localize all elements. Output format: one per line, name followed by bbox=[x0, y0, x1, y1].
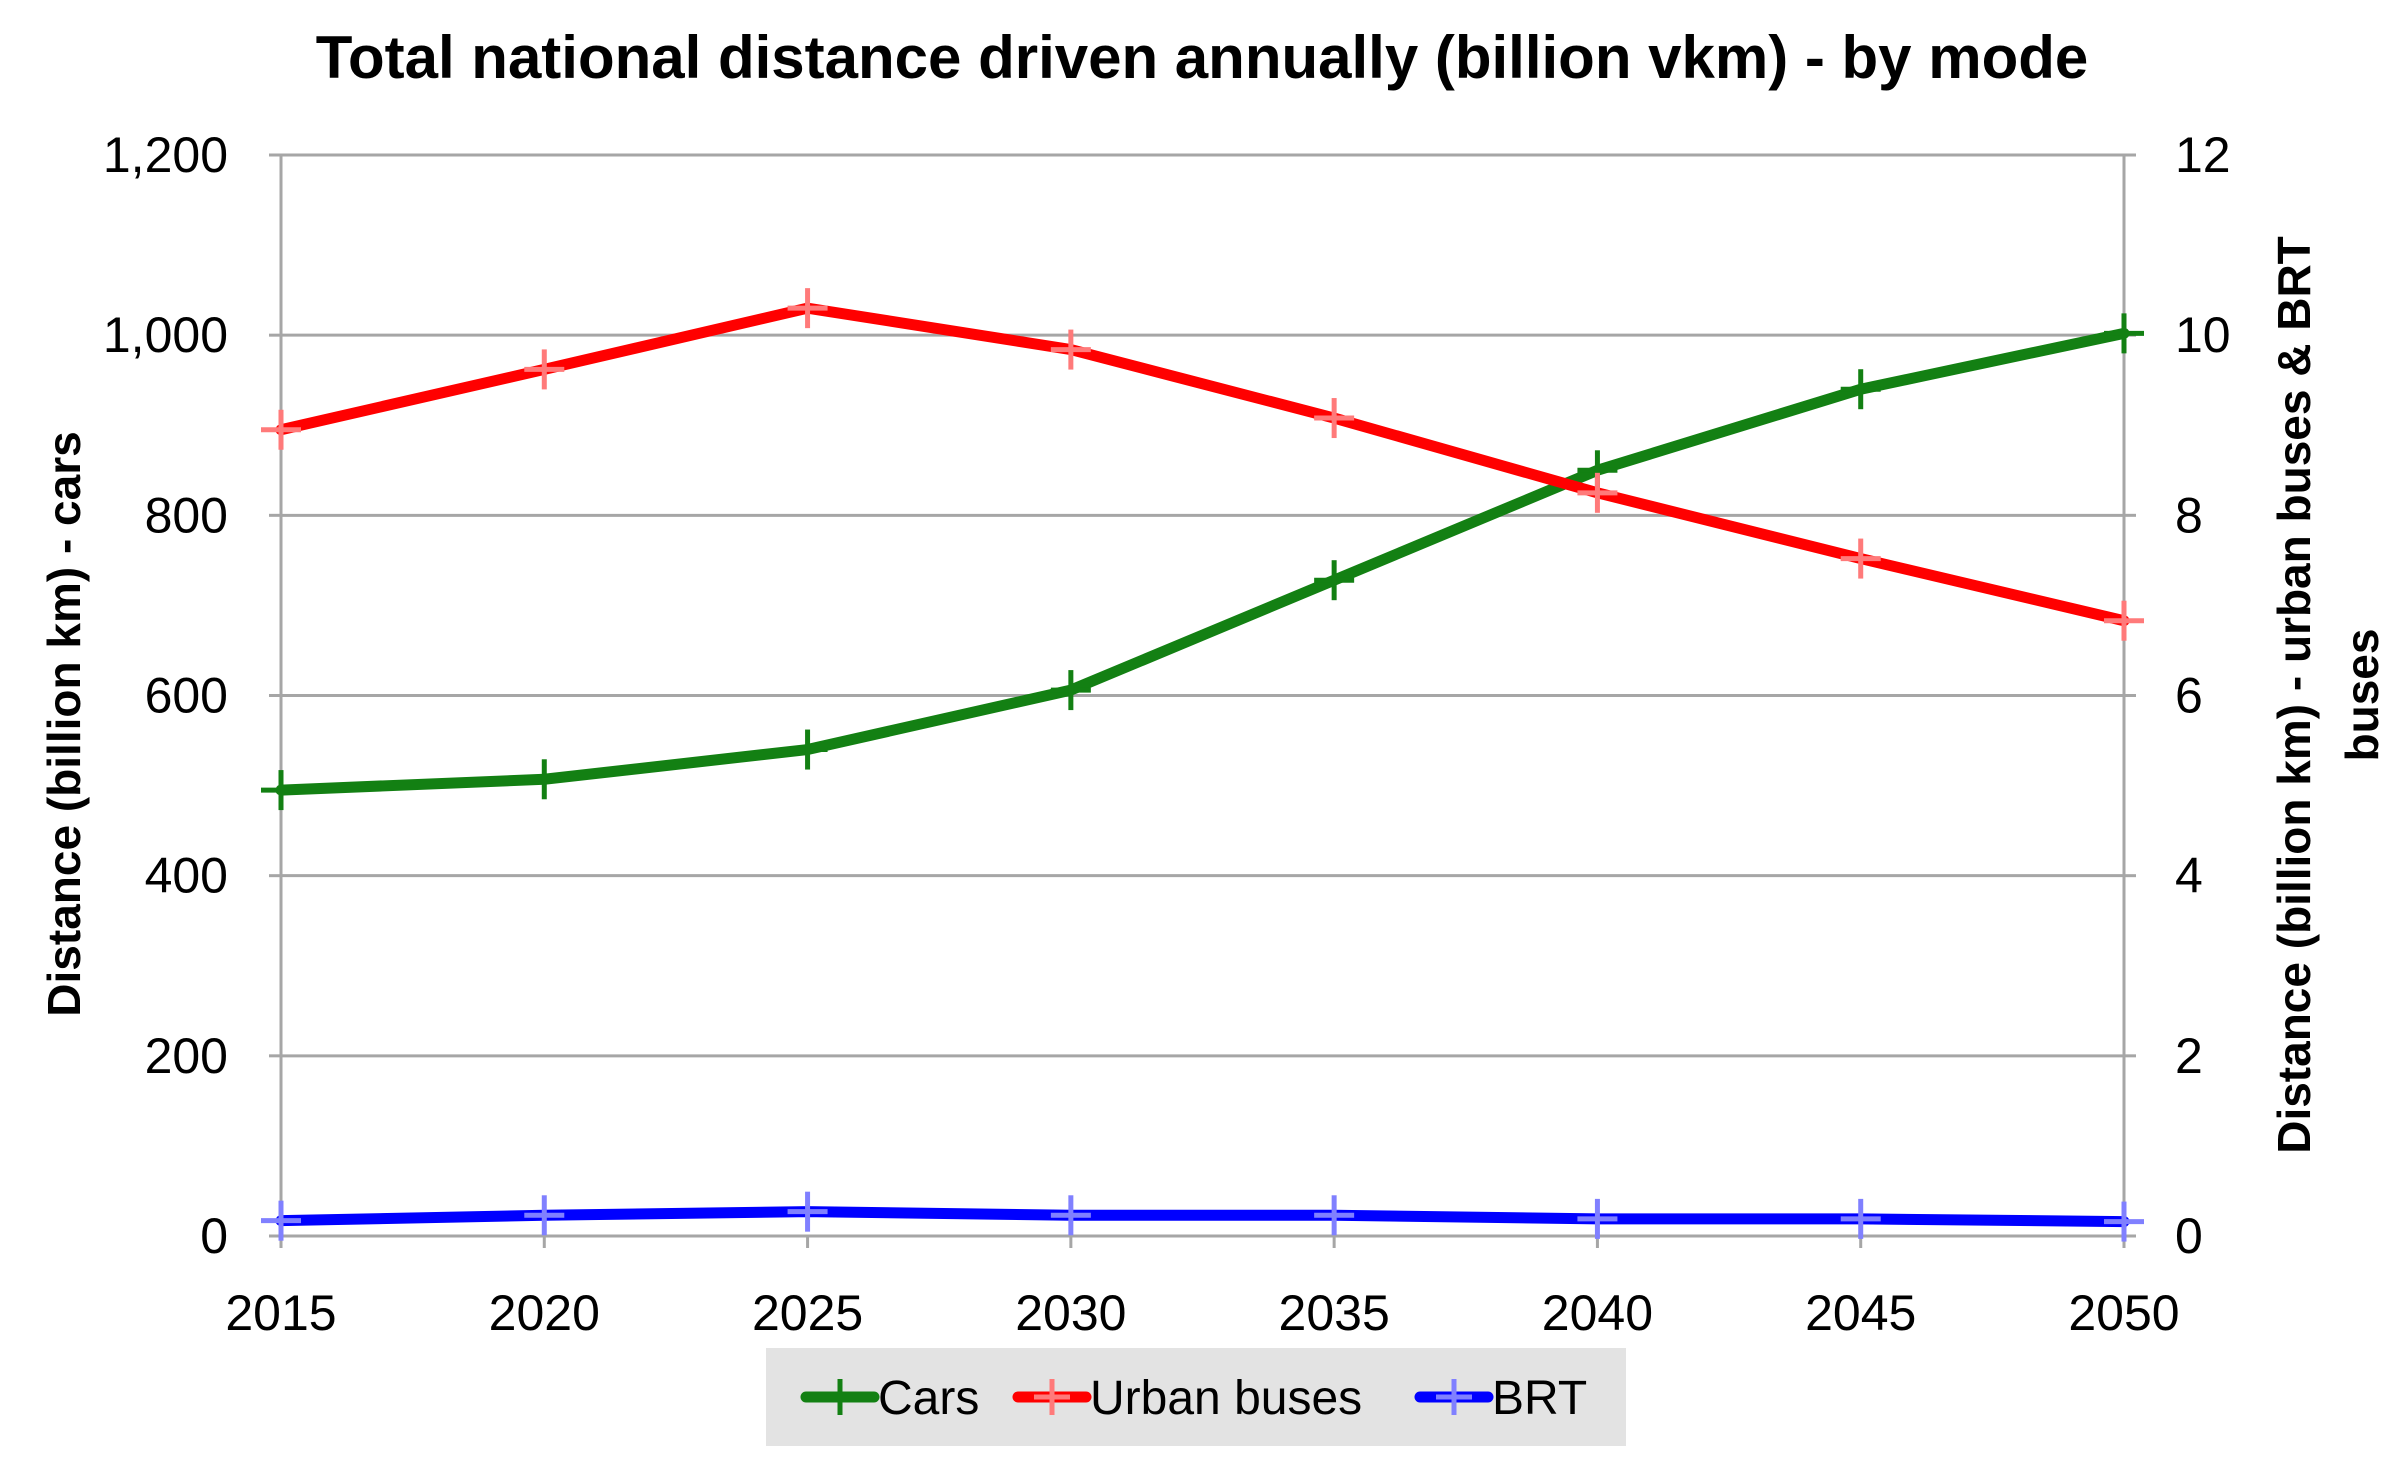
x-tick-label-2040: 2040 bbox=[1542, 1285, 1653, 1341]
point-urban-buses-2045 bbox=[1840, 538, 1881, 579]
point-brt-2045 bbox=[1840, 1198, 1881, 1239]
y-tick-label-1: 200 bbox=[145, 1028, 228, 1084]
point-cars-2015 bbox=[261, 770, 301, 811]
point-urban-buses-2040 bbox=[1577, 472, 1618, 513]
y-axis-left-ticks: 0 200 400 600 800 1,000 1,200 bbox=[103, 127, 228, 1264]
legend: Cars Urban buses BRT bbox=[766, 1348, 1626, 1446]
point-brt-2015 bbox=[261, 1200, 301, 1241]
x-tick-label-2025: 2025 bbox=[752, 1285, 863, 1341]
x-tick-label-2020: 2020 bbox=[489, 1285, 600, 1341]
point-cars-2050 bbox=[2104, 313, 2144, 354]
series-line-urban-buses bbox=[275, 302, 2130, 627]
point-brt-2035 bbox=[1314, 1195, 1355, 1236]
y-axis-right-ticks: 0 2 4 6 8 10 12 bbox=[2175, 127, 2231, 1264]
y-tick-label-3: 600 bbox=[145, 668, 228, 724]
y2-tick-label-1: 2 bbox=[2175, 1028, 2203, 1084]
point-urban-buses-2035 bbox=[1314, 398, 1355, 439]
point-cars-2025 bbox=[787, 729, 828, 770]
y2-tick-label-4: 8 bbox=[2175, 487, 2203, 543]
point-brt-2025 bbox=[787, 1191, 828, 1232]
legend-label-brt: BRT bbox=[1492, 1372, 1587, 1425]
y-tick-label-0: 0 bbox=[200, 1208, 228, 1264]
point-urban-buses-2020 bbox=[524, 349, 565, 390]
x-tick-label-2035: 2035 bbox=[1279, 1285, 1390, 1341]
y2-tick-label-5: 10 bbox=[2175, 307, 2231, 363]
point-cars-2045 bbox=[1840, 369, 1881, 410]
point-urban-buses-2025 bbox=[787, 288, 828, 329]
y-axis-right-label-line1: Distance (billion km) - urban buses & BR… bbox=[2268, 236, 2320, 1154]
y2-tick-label-2: 4 bbox=[2175, 848, 2203, 904]
y2-tick-label-6: 12 bbox=[2175, 127, 2231, 183]
gridlines bbox=[269, 153, 2136, 1238]
point-urban-buses-2015 bbox=[261, 409, 301, 450]
y-tick-label-4: 800 bbox=[145, 487, 228, 543]
y2-tick-label-0: 0 bbox=[2175, 1208, 2203, 1264]
point-brt-2040 bbox=[1577, 1198, 1618, 1239]
point-cars-2030 bbox=[1050, 670, 1091, 711]
x-tick-label-2045: 2045 bbox=[1805, 1285, 1916, 1341]
legend-item-cars: Cars bbox=[800, 1372, 979, 1425]
y-tick-label-5: 1,000 bbox=[103, 307, 228, 363]
x-tick-label-2030: 2030 bbox=[1015, 1285, 1126, 1341]
y-tick-label-2: 400 bbox=[145, 848, 228, 904]
y-tick-label-6: 1,200 bbox=[103, 127, 228, 183]
point-cars-2020 bbox=[524, 759, 565, 800]
series-cars bbox=[261, 313, 2144, 811]
point-urban-buses-2030 bbox=[1050, 329, 1091, 370]
point-urban-buses-2050 bbox=[2104, 600, 2144, 641]
point-cars-2035 bbox=[1314, 560, 1355, 601]
x-axis-ticks: 2015 2020 2025 2030 2035 2040 2045 2050 bbox=[225, 1236, 2180, 1341]
y-axis-right-label-line2: buses bbox=[2336, 629, 2388, 762]
point-brt-2020 bbox=[524, 1195, 565, 1236]
legend-item-urban-buses: Urban buses bbox=[1012, 1372, 1362, 1425]
legend-label-urban-buses: Urban buses bbox=[1090, 1372, 1362, 1425]
series-line-cars bbox=[275, 327, 2130, 796]
series-brt bbox=[261, 1191, 2144, 1242]
point-brt-2050 bbox=[2104, 1201, 2144, 1242]
y-axis-left-label: Distance (billion km) - cars bbox=[38, 431, 90, 1016]
legend-item-brt: BRT bbox=[1414, 1372, 1587, 1425]
series-urban-buses bbox=[261, 288, 2144, 641]
y2-tick-label-3: 6 bbox=[2175, 668, 2203, 724]
chart-title: Total national distance driven annually … bbox=[316, 24, 2089, 91]
x-tick-label-2015: 2015 bbox=[225, 1285, 336, 1341]
series-layer bbox=[261, 288, 2144, 1242]
legend-items: Cars Urban buses BRT bbox=[800, 1372, 1587, 1425]
legend-label-cars: Cars bbox=[878, 1372, 979, 1425]
series-line-brt bbox=[275, 1206, 2130, 1228]
x-tick-label-2050: 2050 bbox=[2068, 1285, 2179, 1341]
point-brt-2030 bbox=[1050, 1195, 1091, 1236]
